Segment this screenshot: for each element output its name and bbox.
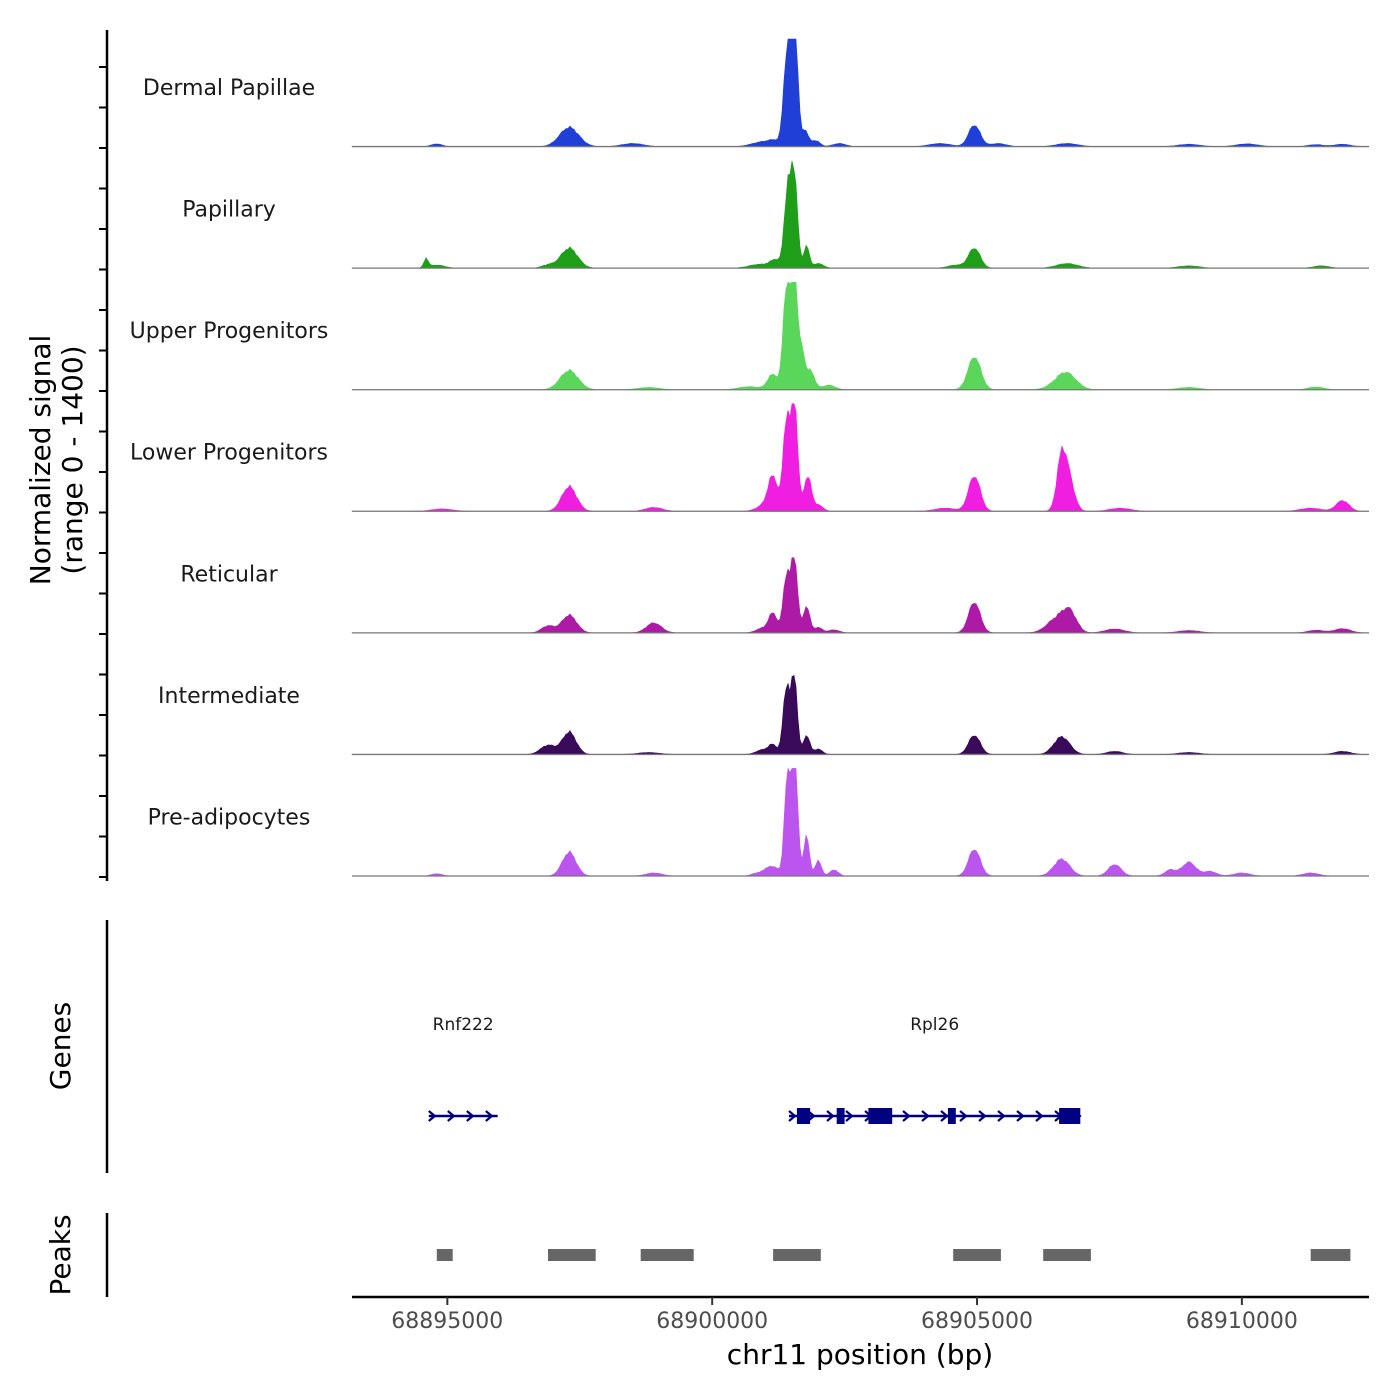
gene-exon bbox=[836, 1108, 845, 1124]
peak-region bbox=[773, 1249, 821, 1261]
coverage-tracks: Dermal Papillae Papillary Upper Progenitor… bbox=[130, 38, 1370, 877]
strand-arrow bbox=[845, 1110, 854, 1122]
coverage-track: Dermal Papillae bbox=[143, 38, 1370, 148]
gene-exon bbox=[1059, 1108, 1081, 1124]
track-label: Upper Progenitors bbox=[130, 319, 329, 344]
gene-model: Rpl26 bbox=[788, 1015, 1082, 1124]
x-tick-label: 68900000 bbox=[656, 1309, 768, 1334]
track-label: Intermediate bbox=[158, 684, 300, 709]
coverage-signal-area bbox=[351, 38, 1370, 147]
gene-label: Rpl26 bbox=[910, 1015, 959, 1035]
x-axis-title: chr11 position (bp) bbox=[727, 1338, 993, 1371]
coverage-track: Upper Progenitors bbox=[130, 281, 1370, 391]
coverage-signal-area bbox=[351, 557, 1370, 634]
peak-region bbox=[640, 1249, 694, 1261]
gene-exon bbox=[947, 1108, 956, 1124]
gene-model: Rnf222 bbox=[428, 1015, 498, 1122]
peaks-panel-title: Peaks bbox=[44, 1214, 77, 1295]
strand-arrow bbox=[485, 1110, 494, 1122]
strand-arrow bbox=[902, 1110, 911, 1122]
strand-arrow bbox=[997, 1110, 1006, 1122]
peak-region bbox=[1310, 1249, 1351, 1261]
coverage-y-axis-title: Normalized signal (range 0 - 1400) bbox=[24, 335, 89, 586]
coverage-signal-area bbox=[352, 767, 1369, 877]
peak-region bbox=[953, 1249, 1001, 1261]
strand-arrow bbox=[447, 1110, 456, 1122]
track-label: Pre-adipocytes bbox=[148, 805, 311, 830]
peak-region bbox=[548, 1249, 596, 1261]
coverage-signal-area bbox=[351, 403, 1370, 512]
track-label: Lower Progenitors bbox=[130, 441, 328, 466]
peak-region bbox=[1043, 1249, 1091, 1261]
gene-annotation-track: Rnf222 Rpl26 bbox=[428, 1015, 1082, 1124]
peak-region bbox=[436, 1249, 453, 1261]
coverage-track: Pre-adipocytes bbox=[148, 767, 1369, 877]
coverage-signal-area bbox=[351, 160, 1370, 269]
strand-arrow bbox=[466, 1110, 475, 1122]
gene-exon bbox=[796, 1108, 811, 1124]
coverage-y-axis-ticks bbox=[99, 66, 107, 878]
x-axis-ticks: 68895000 68900000 68905000 68910000 bbox=[391, 1297, 1298, 1334]
strand-arrow bbox=[826, 1110, 835, 1122]
coverage-track: Papillary bbox=[182, 160, 1370, 269]
strand-arrow bbox=[1016, 1110, 1025, 1122]
track-label: Papillary bbox=[182, 198, 276, 223]
x-tick-label: 68905000 bbox=[921, 1309, 1033, 1334]
coverage-track: Intermediate bbox=[158, 675, 1370, 756]
coverage-track: Reticular bbox=[180, 557, 1370, 634]
coverage-signal-area bbox=[351, 281, 1370, 391]
strand-arrow bbox=[978, 1110, 987, 1122]
genes-panel-title: Genes bbox=[44, 1002, 77, 1090]
gene-label: Rnf222 bbox=[433, 1015, 494, 1035]
peak-region-track bbox=[436, 1249, 1351, 1261]
x-tick-label: 68910000 bbox=[1186, 1309, 1298, 1334]
strand-arrow bbox=[940, 1110, 949, 1122]
track-label: Dermal Papillae bbox=[143, 76, 315, 101]
peaks-panel-title-wrap: Peaks bbox=[44, 1214, 77, 1295]
strand-arrow bbox=[921, 1110, 930, 1122]
coverage-track: Lower Progenitors bbox=[130, 403, 1370, 512]
coverage-signal-area bbox=[351, 675, 1370, 755]
strand-arrow bbox=[788, 1110, 797, 1122]
strand-arrow bbox=[959, 1110, 968, 1122]
track-label: Reticular bbox=[180, 562, 278, 587]
strand-arrow bbox=[428, 1110, 437, 1122]
y-axis-title-line2: (range 0 - 1400) bbox=[56, 345, 89, 574]
x-tick-label: 68895000 bbox=[391, 1309, 503, 1334]
genes-panel-title-wrap: Genes bbox=[44, 1002, 77, 1090]
strand-arrow bbox=[1035, 1110, 1044, 1122]
gene-exon bbox=[868, 1108, 893, 1124]
y-axis-title-line1: Normalized signal bbox=[24, 335, 57, 586]
